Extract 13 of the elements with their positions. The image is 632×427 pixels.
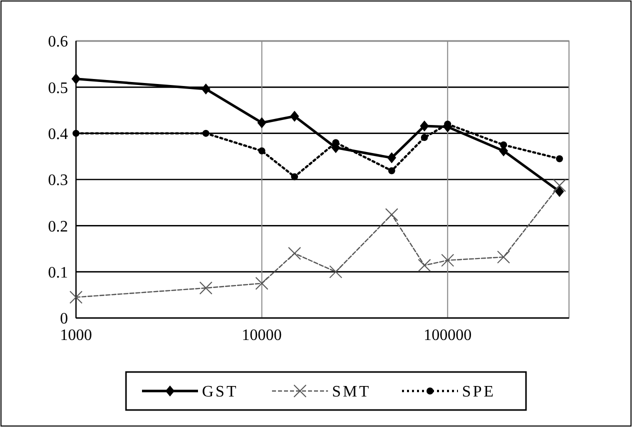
legend-label: SPE — [462, 384, 496, 401]
y-tick-label: 0.4 — [48, 126, 68, 143]
y-tick-label: 0.6 — [48, 34, 68, 51]
y-tick-label: 0.5 — [48, 80, 68, 97]
y-tick-label: 0.2 — [48, 218, 68, 236]
x-tick-label: 1000 — [60, 327, 92, 344]
legend-label: GST — [202, 384, 238, 401]
x-tick-label: 100000 — [424, 327, 472, 344]
y-tick-label: 0.3 — [48, 172, 68, 190]
y-tick-label: 0.1 — [48, 264, 68, 282]
y-tick-label: 0 — [60, 310, 68, 328]
x-tick-label: 10000 — [242, 327, 282, 344]
legend-label: SMT — [332, 384, 371, 401]
